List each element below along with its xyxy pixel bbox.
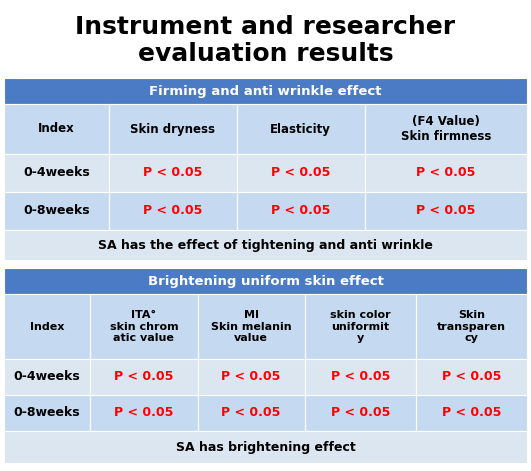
Text: ITA°
skin chrom
atic value: ITA° skin chrom atic value — [109, 310, 178, 343]
Bar — [365, 154, 527, 192]
Text: Index: Index — [30, 322, 64, 332]
Text: P < 0.05: P < 0.05 — [221, 406, 281, 420]
Bar — [109, 154, 237, 192]
Text: P < 0.05: P < 0.05 — [114, 371, 174, 383]
Text: Index: Index — [38, 122, 75, 136]
Text: P < 0.05: P < 0.05 — [442, 406, 501, 420]
Bar — [237, 192, 365, 230]
Text: Brightening uniform skin effect: Brightening uniform skin effect — [148, 275, 383, 287]
Bar — [198, 395, 305, 431]
Text: P < 0.05: P < 0.05 — [114, 406, 174, 420]
Text: 0-8weeks: 0-8weeks — [23, 204, 90, 218]
Bar — [109, 104, 237, 154]
Bar — [305, 359, 416, 395]
Bar — [4, 104, 109, 154]
Bar — [90, 294, 198, 359]
Bar — [90, 395, 198, 431]
Bar — [416, 294, 527, 359]
Bar — [365, 104, 527, 154]
Text: Firming and anti wrinkle effect: Firming and anti wrinkle effect — [149, 84, 382, 97]
Bar — [237, 154, 365, 192]
Bar — [198, 359, 305, 395]
Text: P < 0.05: P < 0.05 — [143, 204, 202, 218]
Bar — [90, 359, 198, 395]
Text: 0-4weeks: 0-4weeks — [14, 371, 81, 383]
Text: P < 0.05: P < 0.05 — [416, 167, 476, 179]
Bar — [4, 230, 527, 260]
Text: P < 0.05: P < 0.05 — [442, 371, 501, 383]
Bar — [305, 395, 416, 431]
Bar — [4, 294, 90, 359]
Text: Skin dryness: Skin dryness — [130, 122, 215, 136]
Bar — [416, 359, 527, 395]
Text: Elasticity: Elasticity — [270, 122, 331, 136]
Bar — [4, 78, 527, 104]
Text: P < 0.05: P < 0.05 — [143, 167, 202, 179]
Text: skin color
uniformit
y: skin color uniformit y — [330, 310, 391, 343]
Bar — [416, 395, 527, 431]
Text: (F4 Value)
Skin firmness: (F4 Value) Skin firmness — [401, 115, 491, 143]
Text: Skin
transparen
cy: Skin transparen cy — [437, 310, 506, 343]
Text: SA has brightening effect: SA has brightening effect — [176, 440, 355, 454]
Bar — [4, 192, 109, 230]
Bar — [4, 268, 527, 294]
Text: 0-8weeks: 0-8weeks — [14, 406, 81, 420]
Bar — [237, 104, 365, 154]
Bar — [4, 359, 90, 395]
Bar — [4, 431, 527, 463]
Text: MI
Skin melanin
value: MI Skin melanin value — [211, 310, 292, 343]
Bar — [365, 192, 527, 230]
Bar — [4, 395, 90, 431]
Text: 0-4weeks: 0-4weeks — [23, 167, 90, 179]
Bar — [305, 294, 416, 359]
Bar — [109, 192, 237, 230]
Text: P < 0.05: P < 0.05 — [271, 204, 330, 218]
Text: P < 0.05: P < 0.05 — [416, 204, 476, 218]
Text: P < 0.05: P < 0.05 — [221, 371, 281, 383]
Text: P < 0.05: P < 0.05 — [271, 167, 330, 179]
Text: P < 0.05: P < 0.05 — [331, 371, 390, 383]
Text: SA has the effect of tightening and anti wrinkle: SA has the effect of tightening and anti… — [98, 238, 433, 252]
Bar — [198, 294, 305, 359]
Text: Instrument and researcher
evaluation results: Instrument and researcher evaluation res… — [75, 15, 456, 66]
Bar — [4, 154, 109, 192]
Text: P < 0.05: P < 0.05 — [331, 406, 390, 420]
